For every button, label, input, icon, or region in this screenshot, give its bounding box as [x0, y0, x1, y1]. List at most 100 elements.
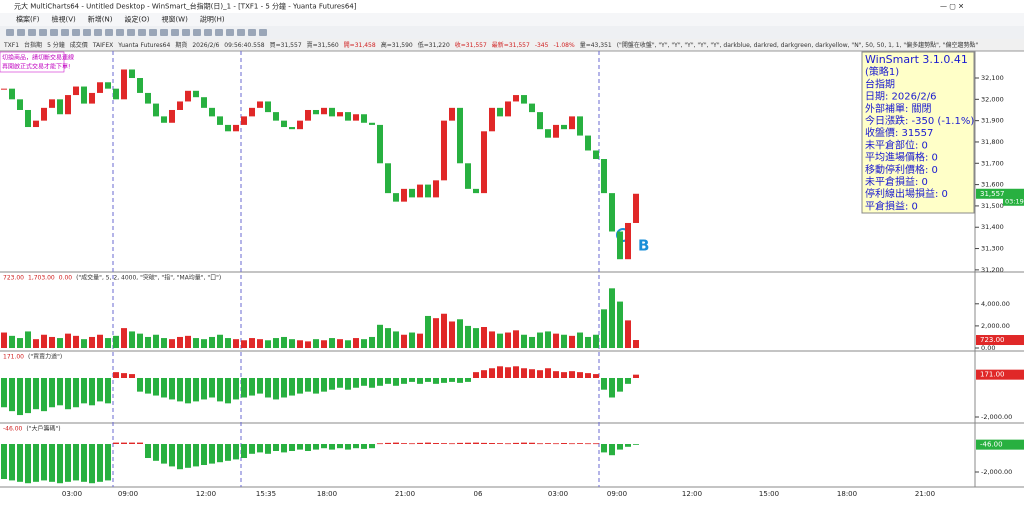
- time-label: 15:00: [759, 490, 779, 498]
- countdown-box: [1003, 196, 1024, 206]
- candle: [449, 107, 455, 121]
- candle: [617, 231, 623, 260]
- bar: [321, 444, 327, 449]
- bar: [273, 377, 279, 400]
- bar: [537, 332, 543, 349]
- bar: [585, 373, 591, 378]
- bar: [185, 444, 191, 468]
- tool-icon: [259, 29, 267, 36]
- bar: [409, 377, 415, 382]
- bar: [433, 377, 439, 384]
- bar: [233, 377, 239, 400]
- bar: [49, 336, 55, 349]
- bar: [465, 442, 471, 445]
- candle: [185, 90, 191, 102]
- bar: [353, 338, 359, 349]
- last-value-label: 723.00: [980, 336, 1005, 344]
- info-box: [861, 51, 975, 214]
- menu-item[interactable]: 檢視(V): [52, 15, 77, 24]
- bar: [257, 339, 263, 349]
- bar: [601, 309, 607, 349]
- window-controls[interactable]: — ▢ ✕: [940, 3, 964, 11]
- last-value-label: 171.00: [980, 371, 1005, 379]
- bar: [201, 444, 207, 466]
- candle: [129, 69, 135, 79]
- bar: [409, 332, 415, 349]
- menu-item[interactable]: 視窗(W): [161, 15, 188, 24]
- header-item: 最新=31,557: [492, 41, 530, 49]
- tool-icon: [116, 29, 124, 36]
- bar: [425, 377, 431, 382]
- bar: [577, 372, 583, 378]
- bar: [465, 325, 471, 349]
- menu-item[interactable]: 檔案(F): [16, 15, 40, 24]
- bar: [177, 444, 183, 470]
- bar: [25, 377, 31, 414]
- candle: [25, 109, 31, 128]
- bar: [377, 443, 383, 445]
- candle: [633, 193, 639, 223]
- y-tick-label: 31,200: [981, 266, 1004, 274]
- bar: [305, 377, 311, 392]
- bar: [345, 377, 351, 390]
- bar: [225, 338, 231, 349]
- bar: [337, 377, 343, 388]
- tool-icon: [17, 29, 25, 36]
- candle: [137, 78, 143, 93]
- bar: [241, 444, 247, 459]
- bar: [545, 443, 551, 445]
- y-tick-label: -2,000.00: [981, 413, 1012, 421]
- header-item: 期貨: [175, 41, 187, 49]
- bar: [41, 444, 47, 481]
- bar: [441, 377, 447, 383]
- candle: [529, 103, 535, 113]
- notice-line: 切換商品，請切斷交易連線: [2, 54, 74, 62]
- title-bar: [0, 0, 1024, 13]
- bar: [521, 368, 527, 378]
- candle: [281, 120, 287, 128]
- bar: [449, 377, 455, 382]
- y-tick-label: 31,900: [981, 117, 1004, 125]
- candle: [49, 99, 55, 108]
- time-label: 12:00: [682, 490, 702, 498]
- menu-item[interactable]: 說明(H): [200, 15, 225, 24]
- bar: [177, 377, 183, 402]
- candle: [265, 101, 271, 113]
- time-label: 21:00: [915, 490, 935, 498]
- candle: [73, 86, 79, 96]
- bar: [537, 370, 543, 378]
- candle: [393, 193, 399, 202]
- header-item: 09:56:40.558: [224, 42, 264, 49]
- candle: [273, 112, 279, 121]
- info-line: 外部補單: 關閉: [865, 102, 932, 115]
- header-item: 2026/2/6: [192, 42, 219, 49]
- bar: [65, 444, 71, 482]
- bar: [193, 444, 199, 467]
- time-label: 18:00: [317, 490, 337, 498]
- bar: [321, 340, 327, 349]
- menu-item[interactable]: 新增(N): [88, 15, 113, 24]
- bar: [393, 377, 399, 386]
- panel-header: ("大戶籌碼"): [26, 425, 60, 433]
- menu-item[interactable]: 設定(O): [124, 15, 149, 24]
- info-line: 今日漲跌: -350 (-1.1%): [865, 114, 974, 127]
- bar: [137, 377, 143, 392]
- bar: [153, 334, 159, 349]
- bar: [105, 444, 111, 481]
- bar: [513, 366, 519, 378]
- candle: [113, 88, 119, 100]
- tool-icon: [237, 29, 245, 36]
- candle: [337, 112, 343, 117]
- bar: [401, 377, 407, 384]
- candle: [361, 114, 367, 123]
- tool-icon: [171, 29, 179, 36]
- candle: [417, 184, 423, 198]
- bar: [553, 443, 559, 445]
- bar: [201, 339, 207, 349]
- bar: [209, 377, 215, 398]
- bar: [449, 321, 455, 349]
- candle: [297, 120, 303, 130]
- bar: [345, 340, 351, 349]
- bar: [137, 333, 143, 349]
